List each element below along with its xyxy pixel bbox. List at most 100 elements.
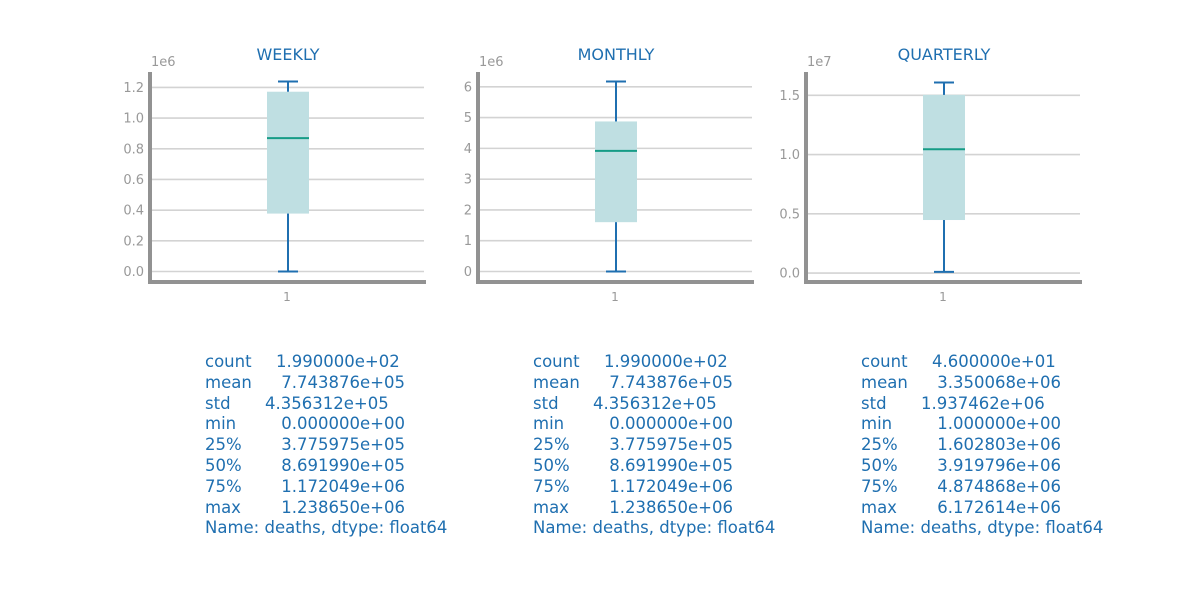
describe-output-quarterly: count 4.600000e+01 mean 3.350068e+06 std 1.9… xyxy=(861,352,1103,539)
stat-row: count 1.990000e+02 xyxy=(205,352,447,373)
stat-row: std 4.356312e+05 xyxy=(533,394,775,415)
y-tick-label: 1.5 xyxy=(779,89,800,104)
stat-row: std 1.937462e+06 xyxy=(861,394,1103,415)
stat-row: 25% 1.602803e+06 xyxy=(861,435,1103,456)
stat-value: 1.602803e+06 xyxy=(932,435,1061,455)
stat-row: mean 7.743876e+05 xyxy=(205,373,447,394)
y-tick-label: 0.5 xyxy=(779,207,800,222)
y-tick-label: 4 xyxy=(464,142,472,157)
stat-row: mean 3.350068e+06 xyxy=(861,373,1103,394)
stat-row: mean 7.743876e+05 xyxy=(533,373,775,394)
stat-row: count 4.600000e+01 xyxy=(861,352,1103,373)
stats-footer: Name: deaths, dtype: float64 xyxy=(533,518,776,538)
stat-value: 3.919796e+06 xyxy=(932,455,1061,475)
stat-row: 50% 8.691990e+05 xyxy=(533,456,775,477)
stat-value: 1.000000e+00 xyxy=(932,414,1061,434)
y-tick-label: 0.0 xyxy=(123,265,144,280)
stat-key: min xyxy=(533,414,565,434)
stat-value: 7.743876e+05 xyxy=(276,372,405,392)
stat-value: 8.691990e+05 xyxy=(276,455,405,475)
y-tick-label: 1.2 xyxy=(123,81,144,96)
stat-row: 75% 1.172049e+06 xyxy=(205,477,447,498)
stat-key: 50% xyxy=(205,455,242,475)
stat-value: 4.874868e+06 xyxy=(932,476,1061,496)
stat-value: 4.356312e+05 xyxy=(265,393,389,413)
stat-key: mean xyxy=(533,372,580,392)
stat-key: mean xyxy=(205,372,252,392)
stat-key: count xyxy=(533,352,580,371)
stat-key: max xyxy=(533,497,569,517)
y-tick-label: 0.0 xyxy=(779,267,800,282)
stat-value: 6.172614e+06 xyxy=(932,497,1061,517)
boxplot-panel-monthly: MONTHLY 1e6 0 1 2 3 4 5 6 1 xyxy=(464,45,754,304)
describe-output-monthly: count 1.990000e+02 mean 7.743876e+05 std 4.3… xyxy=(533,352,775,539)
stat-row: max 1.238650e+06 xyxy=(533,498,775,519)
stat-value: 1.238650e+06 xyxy=(276,497,405,517)
stat-row: max 1.238650e+06 xyxy=(205,498,447,519)
stat-row: 75% 1.172049e+06 xyxy=(533,477,775,498)
box xyxy=(595,121,637,223)
stat-key: min xyxy=(205,414,237,434)
stat-key: min xyxy=(861,414,893,434)
describe-output-weekly: count 1.990000e+02 mean 7.743876e+05 std 4.3… xyxy=(205,352,447,539)
stats-footer: Name: deaths, dtype: float64 xyxy=(861,518,1104,538)
stat-row: 25% 3.775975e+05 xyxy=(533,435,775,456)
stat-key: max xyxy=(205,497,241,517)
stat-row: count 1.990000e+02 xyxy=(533,352,775,373)
boxplot-panel-weekly: WEEKLY 1e6 0.0 0.2 0.4 0.6 0.8 1.0 1.2 1 xyxy=(123,45,426,304)
stat-key: count xyxy=(205,352,252,371)
y-tick-label: 1 xyxy=(464,234,472,249)
stat-value: 1.990000e+02 xyxy=(276,352,400,371)
stat-key: 50% xyxy=(533,455,570,475)
stat-key: mean xyxy=(861,372,908,392)
stat-row: 25% 3.775975e+05 xyxy=(205,435,447,456)
stat-key: 25% xyxy=(861,435,898,455)
stat-key: std xyxy=(861,393,887,413)
stat-row: min 0.000000e+00 xyxy=(533,414,775,435)
stat-value: 0.000000e+00 xyxy=(276,414,405,434)
y-tick-label: 0.4 xyxy=(123,204,144,219)
stat-value: 1.937462e+06 xyxy=(921,393,1045,413)
stat-row: max 6.172614e+06 xyxy=(861,498,1103,519)
chart-title: MONTHLY xyxy=(578,45,655,64)
x-tick-label: 1 xyxy=(611,290,619,304)
stat-row: 75% 4.874868e+06 xyxy=(861,477,1103,498)
stat-value: 1.238650e+06 xyxy=(604,497,733,517)
stat-key: count xyxy=(861,352,908,371)
box xyxy=(923,94,965,221)
stat-value: 8.691990e+05 xyxy=(604,455,733,475)
stat-row: std 4.356312e+05 xyxy=(205,394,447,415)
stat-value: 3.775975e+05 xyxy=(276,435,405,455)
stat-key: max xyxy=(861,497,897,517)
stat-key: 75% xyxy=(205,476,242,496)
stat-value: 1.172049e+06 xyxy=(276,476,405,496)
stat-value: 3.350068e+06 xyxy=(932,372,1061,392)
stat-row: min 0.000000e+00 xyxy=(205,414,447,435)
y-tick-label: 1.0 xyxy=(123,112,144,127)
y-tick-label: 0.6 xyxy=(123,173,144,188)
stat-value: 0.000000e+00 xyxy=(604,414,733,434)
y-tick-label: 2 xyxy=(464,203,472,218)
y-tick-label: 5 xyxy=(464,111,472,126)
stat-row: 50% 3.919796e+06 xyxy=(861,456,1103,477)
chart-title: QUARTERLY xyxy=(898,45,991,64)
stat-key: 25% xyxy=(205,435,242,455)
y-tick-label: 3 xyxy=(464,173,472,188)
axis-offset-label: 1e6 xyxy=(151,55,176,70)
stat-key: std xyxy=(205,393,231,413)
x-tick-label: 1 xyxy=(283,290,291,304)
stat-value: 1.172049e+06 xyxy=(604,476,733,496)
axis-offset-label: 1e6 xyxy=(479,55,504,70)
stat-value: 3.775975e+05 xyxy=(604,435,733,455)
stat-value: 7.743876e+05 xyxy=(604,372,733,392)
x-tick-label: 1 xyxy=(939,290,947,304)
stat-value: 1.990000e+02 xyxy=(604,352,728,371)
y-tick-label: 0 xyxy=(464,265,472,280)
axis-offset-label: 1e7 xyxy=(807,55,832,70)
y-tick-label: 6 xyxy=(464,80,472,95)
stats-footer: Name: deaths, dtype: float64 xyxy=(205,518,448,538)
stat-key: 25% xyxy=(533,435,570,455)
stat-key: 75% xyxy=(533,476,570,496)
stat-row: min 1.000000e+00 xyxy=(861,414,1103,435)
